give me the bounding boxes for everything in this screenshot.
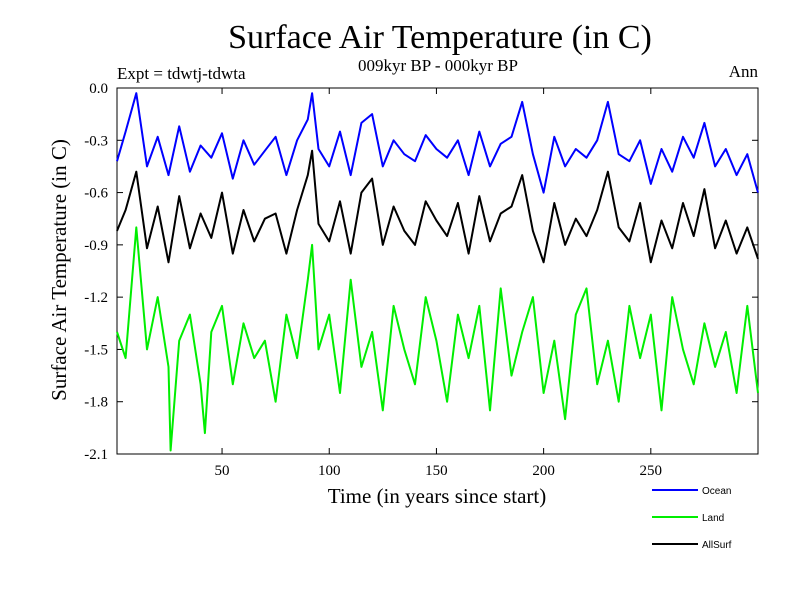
y-tick-label: -1.2 [84, 290, 108, 306]
season-label: Ann [729, 62, 759, 81]
x-axis-label: Time (in years since start) [328, 484, 547, 508]
plot-frame [116, 87, 759, 455]
y-axis: 0.0 -0.3 -0.6 -0.9 -1.2 -1.5 -1.8 -2.1 [84, 81, 758, 463]
series-line-ocean [116, 92, 759, 194]
x-tick-label: 50 [215, 463, 230, 479]
y-tick-label: -2.1 [84, 447, 108, 463]
y-tick-label: -0.6 [84, 186, 108, 202]
y-tick-label: 0.0 [89, 81, 108, 97]
series-line-allsurf [116, 149, 759, 264]
y-axis-label: Surface Air Temperature (in C) [47, 139, 71, 401]
x-tick-label: 250 [640, 463, 663, 479]
y-tick-label: -1.5 [84, 342, 108, 358]
legend-label-allsurf: AllSurf [702, 540, 732, 551]
x-tick-label: 200 [532, 463, 555, 479]
legend-label-ocean: Ocean [702, 486, 731, 497]
x-axis: 50 100 150 200 250 [215, 88, 663, 479]
legend-label-land: Land [702, 513, 724, 524]
series-line-land [116, 226, 759, 452]
y-tick-label: -0.9 [84, 238, 108, 254]
plot-area [116, 87, 759, 455]
y-tick-label: -1.8 [84, 395, 108, 411]
x-tick-label: 100 [318, 463, 341, 479]
chart-subtitle: 009kyr BP - 000kyr BP [358, 56, 518, 75]
chart-title: Surface Air Temperature (in C) [228, 19, 652, 56]
y-tick-label: -0.3 [84, 133, 108, 149]
legend: Ocean Land AllSurf [652, 486, 732, 551]
series-group [116, 92, 759, 452]
experiment-label: Expt = tdwtj-tdwta [117, 64, 246, 83]
x-tick-label: 150 [425, 463, 448, 479]
